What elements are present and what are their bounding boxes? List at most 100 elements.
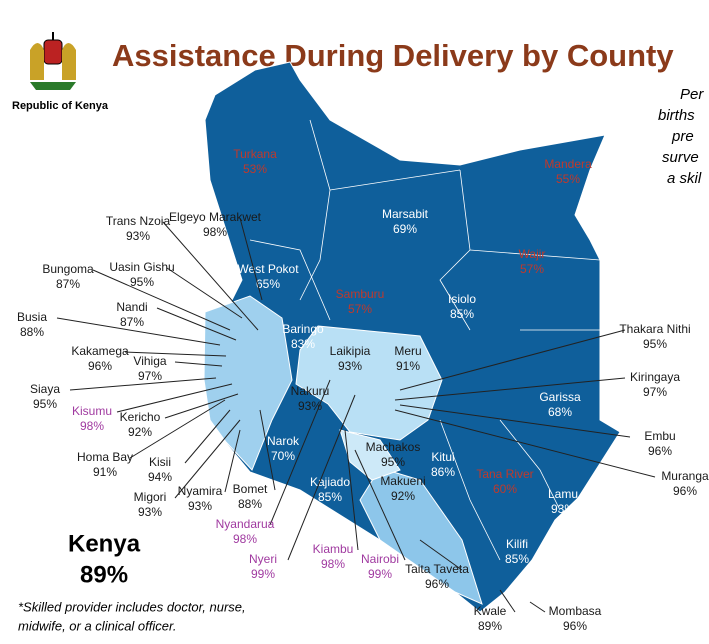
county-value: 83% — [291, 337, 315, 351]
county-value: 85% — [450, 307, 474, 321]
leader-line — [116, 383, 233, 413]
county-value: 96% — [648, 444, 672, 458]
county-name: Elgeyo Marakwet — [169, 210, 262, 224]
county-name: Turkana — [233, 147, 277, 161]
county-name: West Pokot — [237, 262, 299, 276]
emblem-caption: Republic of Kenya — [12, 100, 109, 112]
county-name: Mandera — [544, 157, 592, 171]
county-value: 95% — [381, 455, 405, 469]
county-name: Nyeri — [249, 552, 277, 566]
county-name: Nyandarua — [216, 517, 275, 531]
county-name: Vihiga — [133, 354, 166, 368]
county-value: 98% — [80, 419, 104, 433]
county-name: Nandi — [116, 300, 147, 314]
county-name: Laikipia — [330, 344, 371, 358]
county-name: Lamu — [548, 487, 578, 501]
footnote-line: *Skilled provider includes doctor, nurse… — [18, 599, 246, 614]
side-note-line: pre — [671, 128, 694, 145]
map-central-region — [295, 325, 443, 441]
county-name: Kiambu — [313, 542, 354, 556]
county-value: 65% — [256, 277, 280, 291]
county-value: 57% — [520, 262, 544, 276]
county-value: 97% — [643, 385, 667, 399]
leader-line — [394, 409, 656, 478]
county-value: 86% — [431, 465, 455, 479]
leader-line — [56, 317, 221, 346]
leader-line — [184, 409, 231, 464]
county-value: 99% — [251, 567, 275, 581]
leader-line — [399, 329, 626, 391]
leader-line — [174, 419, 241, 499]
county-value: 97% — [138, 369, 162, 383]
map-west-region — [203, 295, 293, 471]
county-value: 93% — [126, 229, 150, 243]
leader-line — [69, 377, 217, 391]
county-value: 93% — [338, 359, 362, 373]
county-value: 60% — [493, 482, 517, 496]
county-name: Muranga — [661, 469, 709, 483]
title: Assistance During Delivery by County — [112, 38, 674, 73]
county-borders — [249, 119, 601, 561]
leader-line — [129, 399, 226, 459]
leader-line — [287, 394, 356, 561]
county-name: Marsabit — [382, 207, 429, 221]
map-south-region — [359, 467, 483, 605]
leader-line — [239, 217, 263, 301]
county-value: 93% — [188, 499, 212, 513]
county-value: 91% — [93, 465, 117, 479]
leader-line — [92, 269, 231, 331]
national-name: Kenya — [68, 530, 141, 557]
county-value: 85% — [505, 552, 529, 566]
county-value: 87% — [56, 277, 80, 291]
county-value: 68% — [548, 405, 572, 419]
leader-line — [499, 589, 516, 613]
county-value: 92% — [391, 489, 415, 503]
county-name: Mombasa — [549, 604, 602, 618]
county-value: 96% — [563, 619, 587, 633]
county-name: Nairobi — [361, 552, 399, 566]
footnote-line: midwife, or a clinical officer. — [18, 618, 176, 633]
county-name: Trans Nzoia — [106, 214, 171, 228]
county-name: Kiringaya — [630, 370, 680, 384]
county-name: Taita Taveta — [405, 562, 469, 576]
county-value: 96% — [673, 484, 697, 498]
county-value: 88% — [20, 325, 44, 339]
county-name: Thakara Nithi — [619, 322, 690, 336]
county-name: Kericho — [120, 410, 161, 424]
county-value: 95% — [643, 337, 667, 351]
county-name: Embu — [644, 429, 675, 443]
county-name: Homa Bay — [77, 450, 133, 464]
county-name: Garissa — [539, 390, 581, 404]
leader-line — [162, 221, 259, 331]
leader-line — [224, 429, 241, 493]
leader-line — [529, 601, 546, 613]
county-value: 93% — [298, 399, 322, 413]
leader-line — [124, 351, 227, 357]
county-value: 99% — [368, 567, 392, 581]
county-name: Bomet — [233, 482, 268, 496]
county-value: 92% — [128, 425, 152, 439]
county-value: 95% — [33, 397, 57, 411]
county-value: 89% — [478, 619, 502, 633]
county-name: Kilifi — [506, 537, 528, 551]
leader-line — [259, 409, 276, 491]
leader-line — [174, 361, 223, 367]
side-note-line: surve — [662, 149, 699, 166]
leader-line — [354, 449, 406, 561]
county-name: Kitui — [431, 450, 454, 464]
county-name: Uasin Gishu — [109, 260, 174, 274]
county-name: Meru — [394, 344, 421, 358]
county-value: 93% — [138, 505, 162, 519]
county-value: 95% — [130, 275, 154, 289]
county-value: 53% — [243, 162, 267, 176]
leader-line — [394, 377, 626, 401]
leader-line — [156, 307, 237, 341]
leader-line — [166, 267, 243, 319]
county-name: Bungoma — [42, 262, 94, 276]
county-name: Kisii — [149, 455, 171, 469]
national-value: 89% — [80, 561, 128, 588]
county-value: 96% — [425, 577, 449, 591]
county-value: 93% — [551, 502, 575, 516]
county-name: Makueni — [380, 474, 425, 488]
